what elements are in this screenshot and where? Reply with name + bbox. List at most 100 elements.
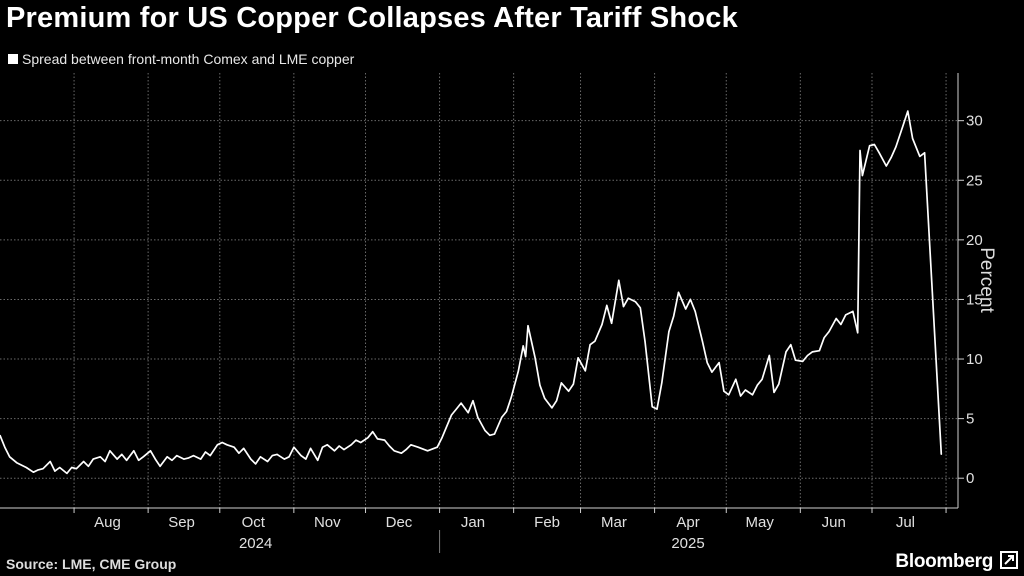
data-point <box>811 351 813 353</box>
data-point <box>333 450 336 452</box>
y-tick-label: 25 <box>966 172 983 189</box>
x-tick-label: Mar <box>601 514 627 531</box>
data-point <box>133 450 135 452</box>
data-point <box>878 152 880 154</box>
data-point <box>321 446 324 448</box>
data-point <box>668 331 670 333</box>
data-point <box>393 450 395 452</box>
data-point <box>510 396 512 398</box>
data-point <box>109 450 111 452</box>
data-point <box>49 460 51 463</box>
data-point <box>489 434 491 436</box>
y-tick-label: 20 <box>966 232 983 249</box>
data-point <box>183 458 185 460</box>
data-point <box>221 441 223 444</box>
data-point <box>83 460 85 463</box>
data-point <box>551 407 553 409</box>
data-point <box>209 455 211 457</box>
data-point <box>360 441 362 444</box>
data-point <box>924 152 926 154</box>
data-point <box>154 458 156 460</box>
data-point <box>828 331 830 333</box>
y-tick-label: 0 <box>966 470 974 487</box>
data-point <box>627 297 629 299</box>
x-tick-label: Jun <box>822 514 846 531</box>
data-point <box>32 471 35 473</box>
data-point <box>835 317 837 320</box>
data-point <box>66 472 68 474</box>
data-point <box>250 458 252 460</box>
data-point <box>283 458 285 460</box>
x-tick-label: May <box>746 514 775 531</box>
data-point <box>477 416 479 418</box>
data-point <box>785 351 787 353</box>
data-point <box>907 110 909 112</box>
data-point <box>288 456 290 458</box>
x-year-label: 2025 <box>671 535 704 552</box>
data-point <box>890 157 892 159</box>
data-point <box>656 408 658 410</box>
series-line <box>0 110 943 475</box>
data-point <box>768 354 770 357</box>
data-point <box>790 344 792 346</box>
data-point <box>869 145 871 147</box>
x-tick-label: Dec <box>386 514 413 531</box>
data-point <box>501 416 503 418</box>
data-point <box>845 314 847 316</box>
data-point <box>410 444 412 446</box>
data-point <box>728 394 730 396</box>
data-point <box>527 325 529 327</box>
data-point <box>126 459 128 461</box>
data-point <box>601 323 603 326</box>
data-point <box>723 390 725 392</box>
data-point <box>455 408 457 410</box>
data-point <box>255 463 257 465</box>
data-point <box>276 453 278 455</box>
data-point <box>634 301 637 303</box>
data-point <box>852 310 854 312</box>
data-point <box>243 447 245 449</box>
data-point <box>885 165 887 167</box>
data-point <box>343 449 345 451</box>
data-point <box>611 322 613 324</box>
x-tick-label: Oct <box>242 514 266 531</box>
data-point <box>267 460 269 463</box>
bloomberg-logo: Bloomberg <box>895 551 1018 573</box>
data-point <box>92 458 94 460</box>
data-point <box>441 437 443 439</box>
data-point <box>902 124 904 126</box>
data-point <box>484 429 486 432</box>
data-point <box>159 465 161 467</box>
data-point <box>661 382 663 384</box>
data-point <box>388 445 390 447</box>
data-point <box>188 457 190 459</box>
legend-label: Spread between front-month Comex and LME… <box>22 51 355 67</box>
data-point <box>751 394 754 396</box>
data-point <box>823 337 825 339</box>
data-point <box>689 298 692 300</box>
axes <box>0 73 964 553</box>
data-point <box>467 412 469 414</box>
x-tick-label: Apr <box>676 514 699 531</box>
gridlines <box>0 73 958 508</box>
data-point <box>534 357 536 359</box>
data-point <box>794 359 797 361</box>
data-point <box>326 444 328 446</box>
data-point <box>460 402 462 404</box>
x-tick-label: Feb <box>534 514 560 531</box>
data-point <box>417 446 419 448</box>
expand-icon <box>1000 551 1018 569</box>
data-point <box>16 462 18 464</box>
chart-title: Premium for US Copper Collapses After Ta… <box>6 2 738 34</box>
y-axis-labels: 0 5 10 15 20 25 30 <box>966 113 983 488</box>
data-point <box>818 350 821 352</box>
data-point <box>305 458 307 460</box>
data-point <box>204 451 207 453</box>
data-point <box>857 332 859 334</box>
y-tick-label: 10 <box>966 351 983 368</box>
data-point <box>59 466 61 469</box>
data-point <box>384 439 386 441</box>
data-point <box>577 357 579 359</box>
data-point <box>87 465 89 467</box>
